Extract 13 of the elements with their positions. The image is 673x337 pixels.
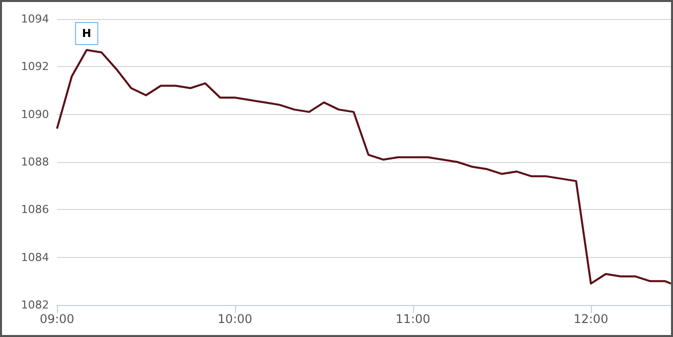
y-tick-label: 1084 — [21, 250, 49, 264]
annotation: H — [82, 26, 92, 40]
x-tick-label: 11:00 — [396, 312, 430, 326]
y-tick-label: 1092 — [21, 60, 49, 74]
x-tick-label: 12:00 — [574, 312, 608, 326]
y-tick-label: 1090 — [21, 108, 49, 121]
line-series — [56, 48, 671, 285]
x-tick-label: 10:00 — [218, 312, 252, 326]
y-tick-label: 1088 — [21, 156, 49, 168]
y-tick-label: 1082 — [21, 298, 49, 312]
y-tick-label: 1086 — [21, 203, 49, 216]
y-tick-label: 1094 — [21, 12, 49, 26]
x-tick-label: 09:00 — [40, 312, 74, 326]
